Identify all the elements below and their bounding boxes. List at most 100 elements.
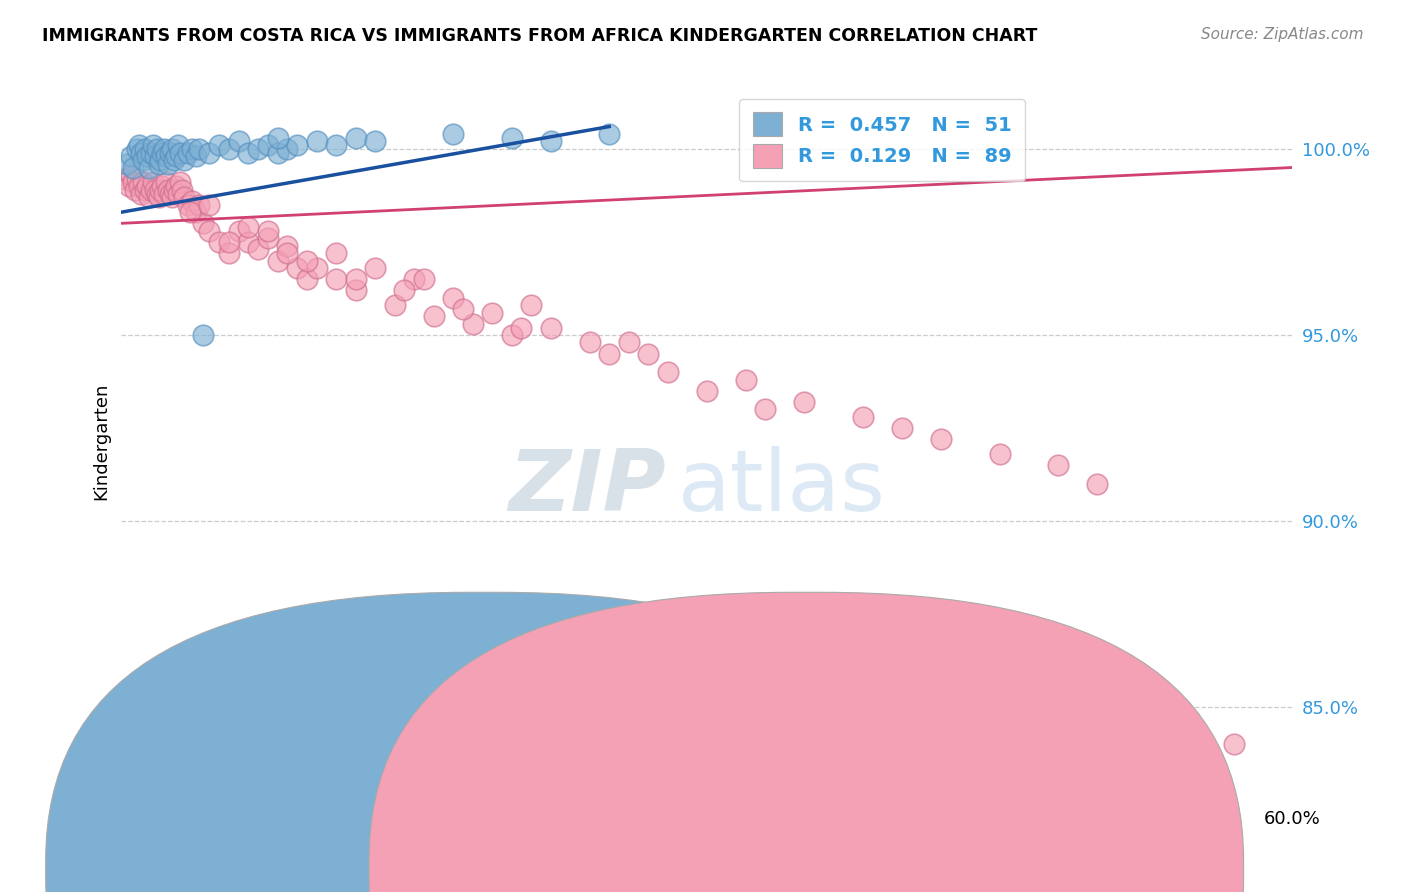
Point bbox=[208, 235, 231, 249]
Point bbox=[193, 216, 215, 230]
Point bbox=[129, 145, 152, 160]
Point bbox=[169, 175, 191, 189]
Point bbox=[155, 149, 177, 163]
Point bbox=[1047, 458, 1070, 473]
Point bbox=[276, 246, 298, 260]
Point bbox=[170, 183, 193, 197]
Point bbox=[325, 246, 347, 260]
Point bbox=[184, 205, 207, 219]
Point bbox=[394, 283, 416, 297]
Point bbox=[157, 157, 180, 171]
Point bbox=[180, 142, 202, 156]
Point bbox=[118, 179, 141, 194]
Point bbox=[384, 298, 406, 312]
Point bbox=[256, 138, 278, 153]
Point bbox=[238, 235, 260, 249]
Point bbox=[247, 142, 270, 156]
Point bbox=[157, 183, 180, 197]
Point bbox=[325, 138, 347, 153]
Point bbox=[451, 301, 474, 316]
Point bbox=[1085, 476, 1108, 491]
Point bbox=[145, 142, 167, 156]
Text: Immigrants from Costa Rica: Immigrants from Costa Rica bbox=[503, 861, 735, 879]
Point bbox=[160, 190, 183, 204]
Point bbox=[160, 142, 183, 156]
Point bbox=[159, 145, 181, 160]
Point bbox=[266, 253, 288, 268]
Point bbox=[117, 157, 139, 171]
Point bbox=[364, 260, 387, 275]
Y-axis label: Kindergarten: Kindergarten bbox=[93, 383, 110, 500]
Text: Immigrants from Africa: Immigrants from Africa bbox=[825, 861, 1018, 879]
Point bbox=[139, 183, 162, 197]
Point bbox=[364, 135, 387, 149]
Point bbox=[598, 346, 620, 360]
Point bbox=[754, 402, 776, 417]
Point bbox=[193, 328, 215, 343]
Text: ZIP: ZIP bbox=[508, 446, 666, 529]
Point bbox=[929, 432, 952, 446]
Point bbox=[988, 447, 1011, 461]
Point bbox=[256, 231, 278, 245]
Point bbox=[167, 186, 190, 201]
Point bbox=[578, 335, 600, 350]
Point bbox=[325, 272, 347, 286]
Point bbox=[177, 198, 200, 212]
Point bbox=[148, 190, 170, 204]
Point bbox=[128, 138, 150, 153]
Point bbox=[128, 179, 150, 194]
Point bbox=[188, 142, 211, 156]
Point bbox=[135, 149, 157, 163]
Point bbox=[238, 145, 260, 160]
Point bbox=[266, 145, 288, 160]
Point bbox=[198, 224, 221, 238]
Point bbox=[228, 224, 250, 238]
Point bbox=[165, 179, 187, 194]
Point bbox=[344, 130, 367, 145]
Point bbox=[173, 153, 195, 167]
Point bbox=[155, 175, 177, 189]
Point bbox=[135, 179, 157, 194]
Point bbox=[129, 186, 152, 201]
Point bbox=[143, 149, 166, 163]
Point bbox=[132, 153, 155, 167]
Point bbox=[1222, 738, 1244, 752]
Point bbox=[208, 138, 231, 153]
Point bbox=[441, 291, 464, 305]
Point bbox=[501, 328, 523, 343]
Text: atlas: atlas bbox=[678, 446, 886, 529]
Text: IMMIGRANTS FROM COSTA RICA VS IMMIGRANTS FROM AFRICA KINDERGARTEN CORRELATION CH: IMMIGRANTS FROM COSTA RICA VS IMMIGRANTS… bbox=[42, 27, 1038, 45]
Point bbox=[177, 145, 200, 160]
Point bbox=[167, 138, 190, 153]
Point bbox=[285, 138, 308, 153]
Point bbox=[295, 272, 318, 286]
Point bbox=[657, 365, 679, 379]
Point bbox=[138, 190, 160, 204]
Point bbox=[696, 384, 718, 398]
Point bbox=[276, 142, 298, 156]
Point bbox=[163, 183, 186, 197]
Point bbox=[305, 260, 328, 275]
Point bbox=[890, 421, 912, 435]
Point bbox=[295, 253, 318, 268]
Point bbox=[228, 135, 250, 149]
Point bbox=[152, 179, 174, 194]
Point bbox=[159, 186, 181, 201]
Point bbox=[461, 317, 484, 331]
Point bbox=[153, 186, 176, 201]
Point bbox=[134, 183, 156, 197]
Point bbox=[412, 272, 434, 286]
Point bbox=[218, 142, 240, 156]
Point bbox=[441, 127, 464, 141]
Point bbox=[163, 153, 186, 167]
Point bbox=[637, 346, 659, 360]
Point bbox=[344, 283, 367, 297]
Point bbox=[138, 161, 160, 175]
Point bbox=[184, 149, 207, 163]
Point bbox=[344, 272, 367, 286]
Point bbox=[148, 157, 170, 171]
Point bbox=[266, 130, 288, 145]
Point bbox=[285, 260, 308, 275]
Point bbox=[143, 183, 166, 197]
Point bbox=[122, 175, 145, 189]
